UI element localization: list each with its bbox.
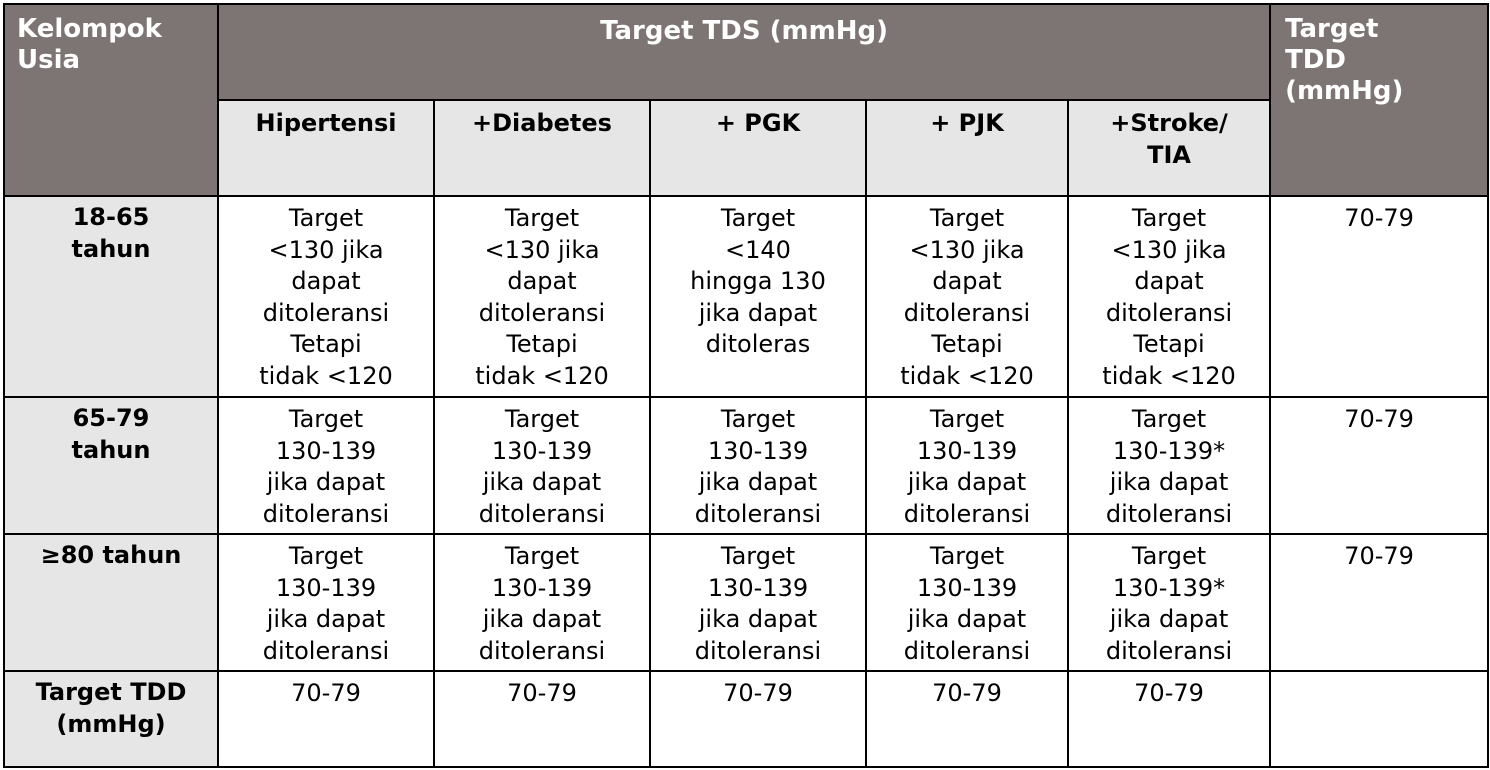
table-cell: Target 130-139* jika dapat ditoleransi [1066, 533, 1272, 672]
table-cell: Target 130-139 jika dapat ditoleransi [433, 396, 651, 535]
table-cell: Target <130 jika dapat ditoleransi Tetap… [433, 195, 651, 398]
table-cell: Target <130 jika dapat ditoleransi Tetap… [1066, 195, 1272, 398]
table-cell-empty [1269, 670, 1490, 768]
table-row: 18-65 tahun Target <130 jika dapat ditol… [3, 195, 1490, 398]
header-age-group: Kelompok Usia [3, 3, 219, 197]
table-cell-tdd: 70-79 [1269, 195, 1490, 398]
row-header-age: ≥80 tahun [3, 533, 219, 672]
subheader-pjk: + PJK [865, 99, 1069, 197]
table-cell: Target 130-139 jika dapat ditoleransi [865, 533, 1069, 672]
table-cell: Target <140 hingga 130 jika dapat ditole… [649, 195, 867, 398]
bp-target-table: Kelompok Usia Target TDS (mmHg) Target T… [3, 3, 1490, 768]
table-cell-tdd: 70-79 [1269, 396, 1490, 535]
table-cell: Target <130 jika dapat ditoleransi Tetap… [865, 195, 1069, 398]
row-header-age: 65-79 tahun [3, 396, 219, 535]
table-cell: Target 130-139 jika dapat ditoleransi [649, 396, 867, 535]
table-cell: 70-79 [217, 670, 435, 768]
bp-target-table-container: Kelompok Usia Target TDS (mmHg) Target T… [3, 3, 1490, 768]
table-cell: Target 130-139 jika dapat ditoleransi [217, 396, 435, 535]
table-row: 65-79 tahun Target 130-139 jika dapat di… [3, 396, 1490, 535]
table-cell: 70-79 [1066, 670, 1272, 768]
table-cell: Target 130-139 jika dapat ditoleransi [865, 396, 1069, 535]
header-row-sub: Hipertensi +Diabetes + PGK + PJK +Stroke… [4, 99, 1488, 197]
header-target-tdd: Target TDD (mmHg) [1269, 3, 1490, 197]
table-cell: 70-79 [433, 670, 651, 768]
table-row: ≥80 tahun Target 130-139 jika dapat dito… [3, 533, 1490, 672]
table-cell: Target <130 jika dapat ditoleransi Tetap… [217, 195, 435, 398]
table-cell-tdd: 70-79 [1269, 533, 1490, 672]
subheader-diabetes: +Diabetes [433, 99, 651, 197]
table-cell: 70-79 [865, 670, 1069, 768]
table-row: Target TDD (mmHg) 70-79 70-79 70-79 70-7… [3, 670, 1490, 768]
row-header-target-tdd: Target TDD (mmHg) [3, 670, 219, 768]
table-cell: Target 130-139 jika dapat ditoleransi [433, 533, 651, 672]
table-cell: Target 130-139 jika dapat ditoleransi [217, 533, 435, 672]
subheader-pgk: + PGK [649, 99, 867, 197]
header-row-top: Kelompok Usia Target TDS (mmHg) Target T… [3, 3, 1490, 197]
subheader-hipertensi: Hipertensi [217, 99, 435, 197]
table-cell: Target 130-139 jika dapat ditoleransi [649, 533, 867, 672]
table-cell: 70-79 [649, 670, 867, 768]
subheader-stroke-tia: +Stroke/ TIA [1066, 99, 1272, 197]
header-target-tds: Target TDS (mmHg) [216, 3, 1272, 101]
row-header-age: 18-65 tahun [3, 195, 219, 398]
table-cell: Target 130-139* jika dapat ditoleransi [1066, 396, 1272, 535]
